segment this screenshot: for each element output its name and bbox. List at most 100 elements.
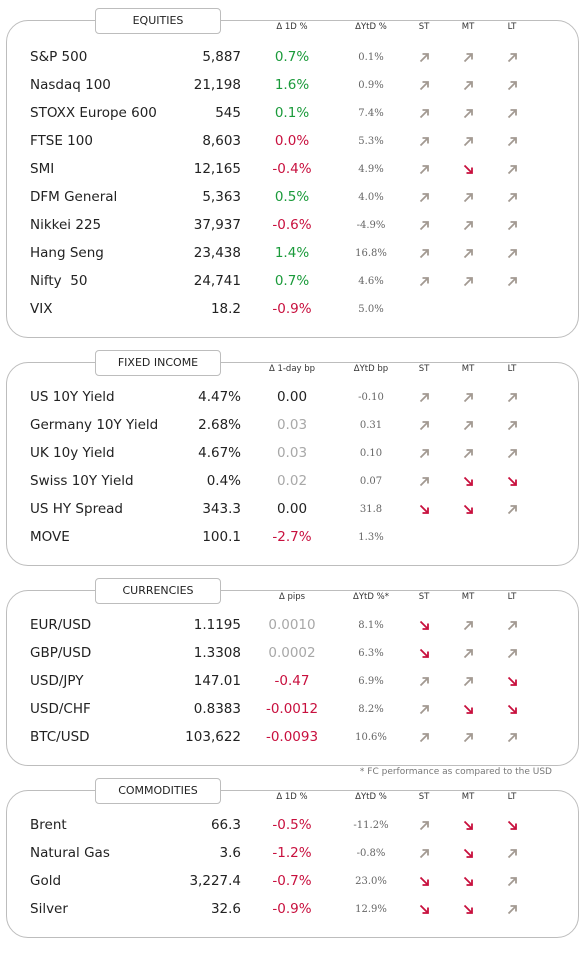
column-header: ΔYtD % (355, 792, 387, 802)
arrow-up (419, 249, 429, 259)
arrow-down (463, 876, 473, 886)
arrow-up (419, 193, 429, 203)
row-change: 0.1% (274, 105, 310, 121)
arrow-up (507, 505, 517, 515)
row-ytd: -4.9% (356, 220, 386, 231)
row-ytd: -0.10 (358, 392, 384, 403)
row-name: S&P 500 (30, 49, 88, 65)
arrow-up (463, 733, 473, 743)
column-header: MT (461, 22, 475, 32)
row-ytd: 16.8% (355, 248, 387, 259)
row-ytd: 12.9% (355, 904, 387, 915)
arrow-up (507, 421, 517, 431)
row-name: Nikkei 225 (30, 217, 102, 233)
arrow-up (419, 821, 429, 831)
arrow-up (419, 53, 429, 63)
arrow-down (463, 704, 473, 714)
row-ytd: 5.0% (358, 304, 384, 315)
row-ytd: 0.1% (358, 52, 384, 63)
row-ytd: 1.3% (358, 532, 384, 543)
row-value: 1.1195 (193, 617, 241, 633)
row-change: -0.9% (272, 901, 312, 917)
arrow-up (507, 249, 517, 259)
arrow-down (463, 164, 473, 174)
arrow-up (507, 277, 517, 287)
row-name: US 10Y Yield (30, 389, 115, 405)
row-change: 0.7% (274, 273, 310, 289)
arrow-down (507, 820, 517, 830)
row-ytd: 4.0% (358, 192, 384, 203)
row-name: Silver (30, 901, 68, 917)
row-ytd: 0.07 (359, 476, 383, 487)
row-name: GBP/USD (30, 645, 92, 661)
section-box (6, 790, 579, 938)
column-header: LT (507, 22, 517, 32)
arrow-up (463, 137, 473, 147)
arrow-up (507, 733, 517, 743)
column-header: ST (418, 792, 430, 802)
arrow-down (463, 904, 473, 914)
section-title: FIXED INCOME (95, 350, 221, 376)
arrow-up (507, 849, 517, 859)
arrow-up (507, 905, 517, 915)
row-name: US HY Spread (30, 501, 123, 517)
column-header: LT (507, 592, 517, 602)
row-ytd: 8.1% (358, 620, 384, 631)
row-ytd: -11.2% (353, 820, 389, 831)
arrow-up (463, 81, 473, 91)
row-value: 12,165 (193, 161, 241, 177)
section-title: EQUITIES (95, 8, 221, 34)
row-name: BTC/USD (30, 729, 90, 745)
row-value: 23,438 (193, 245, 241, 261)
row-change: -0.7% (272, 873, 312, 889)
arrow-up (463, 193, 473, 203)
section-title: COMMODITIES (95, 778, 221, 804)
column-header: Δ 1-day bp (268, 364, 316, 374)
arrow-up (419, 421, 429, 431)
section-box (6, 362, 579, 566)
row-change: -0.5% (272, 817, 312, 833)
column-header: MT (461, 792, 475, 802)
arrow-up (463, 277, 473, 287)
row-name: SMI (30, 161, 55, 177)
row-name: Germany 10Y Yield (30, 417, 159, 433)
row-change: 0.0002 (268, 645, 316, 661)
row-change: -0.6% (272, 217, 312, 233)
arrow-up (507, 649, 517, 659)
arrow-up (463, 449, 473, 459)
arrow-up (419, 109, 429, 119)
row-name: MOVE (30, 529, 70, 545)
row-change: 0.0010 (268, 617, 316, 633)
row-value: 0.8383 (193, 701, 241, 717)
row-ytd: 23.0% (355, 876, 387, 887)
row-value: 5,887 (202, 49, 241, 65)
row-name: UK 10y Yield (30, 445, 115, 461)
arrow-down (419, 904, 429, 914)
row-change: -0.0093 (265, 729, 319, 745)
arrow-up (419, 393, 429, 403)
row-change: 0.00 (276, 501, 308, 517)
row-value: 0.4% (206, 473, 241, 489)
row-value: 1.3308 (193, 645, 241, 661)
row-ytd: 8.2% (358, 704, 384, 715)
row-change: 0.5% (274, 189, 310, 205)
row-value: 37,937 (193, 217, 241, 233)
arrow-up (463, 421, 473, 431)
column-header: ST (418, 22, 430, 32)
arrow-up (419, 849, 429, 859)
row-value: 545 (215, 105, 241, 121)
arrow-up (419, 449, 429, 459)
row-value: 3.6 (219, 845, 241, 861)
row-ytd: 4.6% (358, 276, 384, 287)
arrow-up (419, 137, 429, 147)
row-change: -0.0012 (265, 701, 319, 717)
arrow-down (419, 504, 429, 514)
arrow-up (419, 677, 429, 687)
row-value: 66.3 (210, 817, 241, 833)
column-header: Δ pips (278, 592, 306, 602)
row-name: FTSE 100 (30, 133, 93, 149)
arrow-up (463, 53, 473, 63)
arrow-up (507, 193, 517, 203)
footnote: * FC performance as compared to the USD (359, 767, 552, 777)
